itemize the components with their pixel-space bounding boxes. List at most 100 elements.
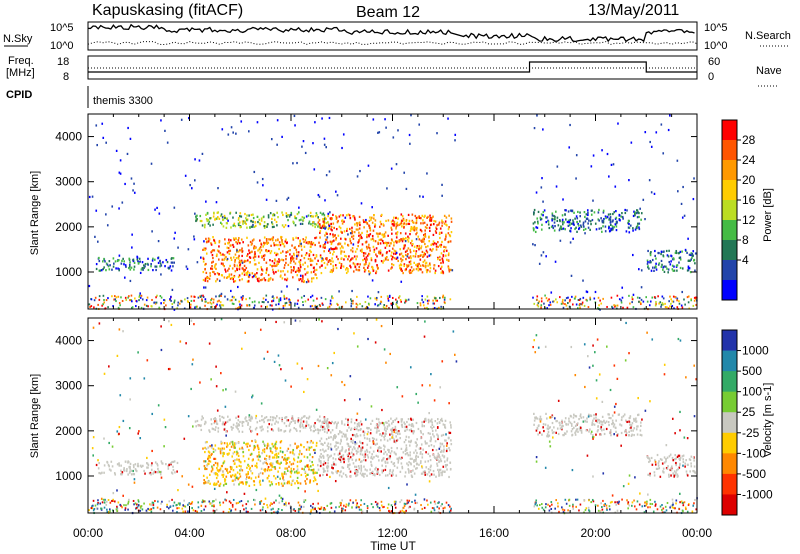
noise-cell xyxy=(262,479,264,482)
data-cell xyxy=(295,257,298,260)
data-cell xyxy=(271,239,274,242)
data-cell xyxy=(579,429,582,432)
data-cell xyxy=(295,248,298,251)
data-cell xyxy=(310,429,312,432)
data-cell xyxy=(583,211,586,214)
data-cell xyxy=(296,479,298,483)
data-cell xyxy=(577,224,580,227)
data-cell xyxy=(437,437,439,441)
data-cell xyxy=(233,483,235,486)
noise-cell xyxy=(335,190,337,193)
data-cell xyxy=(369,432,372,435)
noise-cell xyxy=(204,286,207,289)
data-cell xyxy=(662,467,665,470)
noise-cell xyxy=(395,251,398,254)
noise-cell xyxy=(292,162,294,165)
data-cell xyxy=(304,253,307,257)
data-cell xyxy=(598,421,601,424)
data-cell xyxy=(416,451,418,455)
data-cell xyxy=(347,244,350,247)
data-cell xyxy=(428,262,431,265)
data-cell xyxy=(404,449,407,453)
data-cell xyxy=(263,243,266,246)
noise-cell xyxy=(262,440,264,443)
data-cell xyxy=(209,272,211,275)
data-cell xyxy=(215,471,217,475)
noise-cell xyxy=(613,411,616,414)
data-cell xyxy=(137,260,139,263)
data-cell xyxy=(282,270,284,273)
data-cell xyxy=(539,216,542,219)
data-cell xyxy=(329,233,332,236)
data-cell xyxy=(558,218,561,222)
data-cell xyxy=(580,429,583,432)
data-cell xyxy=(311,243,314,246)
ground-cell xyxy=(159,295,162,298)
ground-cell xyxy=(536,304,539,307)
data-cell xyxy=(415,445,418,448)
data-cell xyxy=(229,244,232,247)
data-cell xyxy=(346,453,349,456)
data-cell xyxy=(266,250,268,253)
data-cell xyxy=(424,417,427,420)
ground-cell xyxy=(307,298,310,301)
data-cell xyxy=(551,415,554,418)
data-cell xyxy=(222,473,225,476)
data-cell xyxy=(430,438,432,441)
data-cell xyxy=(415,454,418,457)
ground-cell xyxy=(597,296,600,299)
data-cell xyxy=(390,446,393,450)
data-cell xyxy=(599,433,602,436)
noise-cell xyxy=(613,405,616,408)
data-cell xyxy=(274,264,276,268)
data-cell xyxy=(95,267,98,271)
data-cell xyxy=(403,441,406,444)
ground-cell xyxy=(449,298,452,301)
data-cell xyxy=(425,268,428,272)
data-cell xyxy=(541,223,543,226)
data-cell xyxy=(270,428,273,431)
data-cell xyxy=(378,429,380,432)
data-cell xyxy=(299,261,301,264)
ground-cell xyxy=(664,306,667,309)
data-cell xyxy=(246,445,249,448)
data-cell xyxy=(345,449,347,452)
ground-cell xyxy=(662,303,665,306)
ground-cell xyxy=(224,295,226,298)
noise-cell xyxy=(382,422,385,425)
data-cell xyxy=(449,468,452,471)
data-cell xyxy=(253,255,256,258)
data-cell xyxy=(410,266,413,269)
data-cell xyxy=(347,454,349,458)
data-cell xyxy=(575,215,578,218)
data-cell xyxy=(390,251,393,254)
data-cell xyxy=(367,270,370,273)
data-cell xyxy=(173,460,176,463)
data-cell xyxy=(222,484,225,487)
data-cell xyxy=(660,265,663,269)
data-cell xyxy=(353,255,356,258)
data-cell xyxy=(327,423,330,426)
ground-cell xyxy=(134,297,136,300)
data-cell xyxy=(339,450,341,453)
data-cell xyxy=(405,435,408,438)
data-cell xyxy=(359,450,362,453)
data-cell xyxy=(393,257,396,260)
data-cell xyxy=(207,276,210,280)
data-cell xyxy=(535,226,538,229)
data-cell xyxy=(432,233,435,237)
data-cell xyxy=(407,213,410,217)
data-cell xyxy=(325,257,327,260)
data-cell xyxy=(348,426,350,429)
data-cell xyxy=(419,264,422,267)
data-cell xyxy=(578,417,580,421)
data-cell xyxy=(294,215,296,218)
data-cell xyxy=(249,466,251,470)
data-cell xyxy=(240,468,242,471)
data-cell xyxy=(650,456,653,460)
ground-cell xyxy=(276,296,278,299)
data-cell xyxy=(372,442,375,445)
data-cell xyxy=(241,424,244,427)
data-cell xyxy=(422,433,424,436)
data-cell xyxy=(684,465,686,468)
